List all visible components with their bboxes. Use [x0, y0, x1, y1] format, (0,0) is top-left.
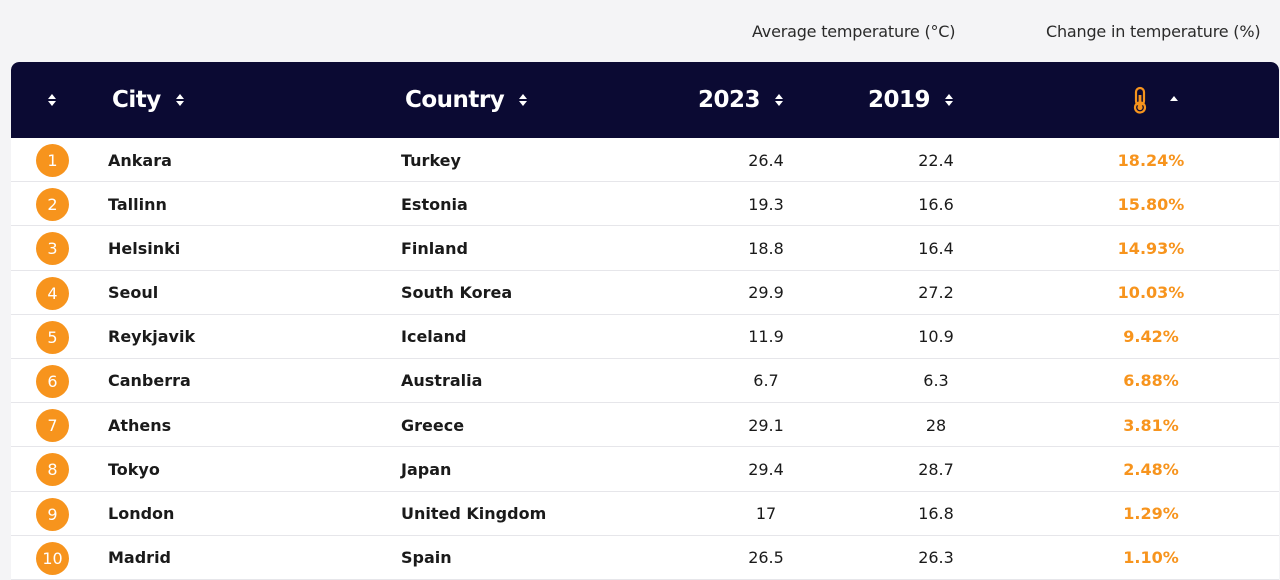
change-percent-cell: 14.93%	[1117, 238, 1185, 258]
sort-icon[interactable]	[47, 93, 57, 107]
city-cell: Madrid	[108, 548, 171, 568]
rank-badge: 9	[36, 497, 69, 531]
temp-2023-cell: 19.3	[748, 194, 784, 214]
change-percent-cell: 18.24%	[1117, 150, 1185, 170]
year-2023-column-header[interactable]: 2023	[698, 62, 784, 138]
rank-badge: 8	[36, 453, 69, 487]
sort-icon[interactable]	[518, 93, 528, 107]
temp-2023-cell: 26.4	[748, 150, 784, 170]
sort-icon[interactable]	[774, 93, 784, 107]
country-cell: Greece	[401, 415, 465, 435]
country-cell: Turkey	[401, 150, 461, 170]
country-cell: Spain	[401, 548, 452, 568]
rank-column-header[interactable]	[47, 62, 57, 138]
sort-icon[interactable]	[175, 93, 185, 107]
year-2019-column-header[interactable]: 2019	[868, 62, 954, 138]
rank-badge: 1	[36, 144, 69, 177]
rank-badge: 4	[36, 276, 69, 310]
country-column-header[interactable]: Country	[405, 62, 528, 138]
table-row: 10 Madrid Spain 26.5 26.3 1.10%	[11, 536, 1279, 580]
change-percent-cell: 3.81%	[1123, 415, 1179, 435]
temperature-table: City Country 2023 2019	[11, 62, 1279, 580]
city-header-label: City	[112, 87, 161, 113]
temp-2019-cell: 10.9	[918, 327, 954, 347]
temp-2023-cell: 6.7	[753, 371, 779, 391]
city-cell: Canberra	[108, 371, 191, 391]
city-cell: London	[108, 504, 175, 523]
change-percent-cell: 9.42%	[1123, 327, 1179, 347]
country-cell: Japan	[401, 459, 452, 479]
country-cell: South Korea	[401, 283, 513, 303]
rank-badge: 10	[36, 541, 69, 575]
rank-badge: 2	[36, 188, 69, 222]
city-cell: Reykjavik	[108, 327, 196, 347]
temp-2019-cell: 6.3	[923, 371, 949, 391]
thermometer-icon	[1133, 86, 1147, 114]
country-cell: Estonia	[401, 194, 468, 214]
table-row: 5 Reykjavik Iceland 11.9 10.9 9.42%	[11, 315, 1279, 359]
city-cell: Tallinn	[108, 194, 167, 214]
change-percent-cell: 1.29%	[1123, 504, 1179, 523]
country-cell: Iceland	[401, 327, 467, 347]
temp-2019-cell: 16.4	[918, 238, 954, 258]
table-body: 1 Ankara Turkey 26.4 22.4 18.24% 2 Tallinn Eston…	[11, 138, 1279, 580]
change-column-header[interactable]	[1129, 62, 1179, 138]
temp-2023-cell: 29.9	[748, 283, 784, 303]
group-header-change-in-temperature: Change in temperature (%)	[1046, 22, 1261, 41]
temp-2023-cell: 18.8	[748, 238, 784, 258]
country-header-label: Country	[405, 87, 505, 113]
city-column-header[interactable]: City	[112, 62, 185, 138]
change-percent-cell: 2.48%	[1123, 459, 1179, 479]
table-row: 8 Tokyo Japan 29.4 28.7 2.48%	[11, 447, 1279, 492]
year-2023-header-label: 2023	[698, 87, 761, 113]
table-row: 9 London United Kingdom 17 16.8 1.29%	[11, 492, 1279, 536]
table-row: 1 Ankara Turkey 26.4 22.4 18.24%	[11, 138, 1279, 183]
year-2019-header-label: 2019	[868, 87, 931, 113]
change-percent-cell: 6.88%	[1123, 371, 1179, 391]
temp-2019-cell: 28	[925, 415, 947, 435]
temp-2019-cell: 26.3	[918, 548, 954, 568]
temp-2023-cell: 17	[755, 504, 777, 523]
change-percent-cell: 15.80%	[1117, 194, 1185, 214]
table-row: 3 Helsinki Finland 18.8 16.4 14.93%	[11, 226, 1279, 271]
table-row: 2 Tallinn Estonia 19.3 16.6 15.80%	[11, 182, 1279, 227]
temp-2023-cell: 26.5	[748, 548, 784, 568]
temp-2019-cell: 16.6	[918, 194, 954, 214]
temp-2019-cell: 28.7	[918, 459, 954, 479]
group-header-average-temperature: Average temperature (°C)	[752, 22, 956, 41]
city-cell: Athens	[108, 415, 172, 435]
sort-ascending-icon[interactable]	[1169, 93, 1179, 107]
country-cell: United Kingdom	[401, 504, 547, 523]
rank-badge: 6	[36, 364, 69, 398]
temp-2019-cell: 27.2	[918, 283, 954, 303]
temp-2023-cell: 29.4	[748, 459, 784, 479]
city-cell: Tokyo	[108, 459, 160, 479]
table-row: 7 Athens Greece 29.1 28 3.81%	[11, 403, 1279, 448]
city-cell: Helsinki	[108, 238, 181, 258]
sort-icon[interactable]	[944, 93, 954, 107]
temp-2023-cell: 29.1	[748, 415, 784, 435]
change-percent-cell: 10.03%	[1117, 283, 1185, 303]
rank-badge: 3	[36, 232, 69, 266]
change-percent-cell: 1.10%	[1123, 548, 1179, 568]
temp-2019-cell: 16.8	[918, 504, 954, 523]
rank-badge: 7	[36, 409, 69, 443]
country-cell: Finland	[401, 238, 468, 258]
table-row: 6 Canberra Australia 6.7 6.3 6.88%	[11, 359, 1279, 404]
temp-2023-cell: 11.9	[748, 327, 784, 347]
city-cell: Seoul	[108, 283, 159, 303]
table-header: City Country 2023 2019	[11, 62, 1279, 138]
temp-2019-cell: 22.4	[918, 150, 954, 170]
table-row: 4 Seoul South Korea 29.9 27.2 10.03%	[11, 271, 1279, 315]
country-cell: Australia	[401, 371, 483, 391]
city-cell: Ankara	[108, 150, 172, 170]
rank-badge: 5	[36, 320, 69, 354]
